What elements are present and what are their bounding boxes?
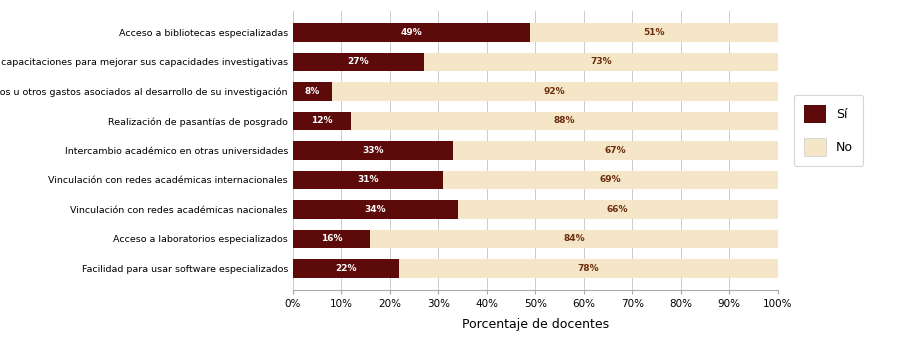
- Legend: Sí, No: Sí, No: [793, 95, 863, 166]
- Text: 78%: 78%: [577, 264, 599, 273]
- Bar: [293, 200, 458, 218]
- Text: 27%: 27%: [348, 57, 369, 67]
- Text: 73%: 73%: [590, 57, 611, 67]
- Bar: [400, 259, 778, 278]
- Text: 22%: 22%: [336, 264, 357, 273]
- Text: 31%: 31%: [357, 176, 379, 184]
- Bar: [293, 53, 424, 71]
- Bar: [331, 82, 778, 101]
- Text: 84%: 84%: [564, 234, 585, 244]
- Text: 12%: 12%: [311, 116, 333, 125]
- Text: 67%: 67%: [605, 146, 626, 155]
- Text: 34%: 34%: [364, 205, 386, 214]
- Bar: [293, 171, 443, 189]
- Text: 88%: 88%: [554, 116, 576, 125]
- Bar: [351, 112, 778, 130]
- Bar: [293, 112, 351, 130]
- Bar: [293, 259, 400, 278]
- Text: 69%: 69%: [599, 176, 621, 184]
- Bar: [443, 171, 778, 189]
- Text: 8%: 8%: [305, 87, 320, 96]
- Bar: [424, 53, 778, 71]
- Bar: [531, 23, 778, 42]
- Bar: [293, 230, 371, 248]
- Text: 49%: 49%: [401, 28, 423, 37]
- Bar: [458, 200, 778, 218]
- Bar: [371, 230, 778, 248]
- Text: 51%: 51%: [643, 28, 665, 37]
- Bar: [293, 23, 531, 42]
- X-axis label: Porcentaje de docentes: Porcentaje de docentes: [462, 318, 608, 331]
- Bar: [293, 82, 331, 101]
- Text: 66%: 66%: [607, 205, 629, 214]
- Text: 92%: 92%: [544, 87, 565, 96]
- Text: 33%: 33%: [362, 146, 383, 155]
- Bar: [453, 141, 778, 160]
- Bar: [293, 141, 453, 160]
- Text: 16%: 16%: [321, 234, 342, 244]
